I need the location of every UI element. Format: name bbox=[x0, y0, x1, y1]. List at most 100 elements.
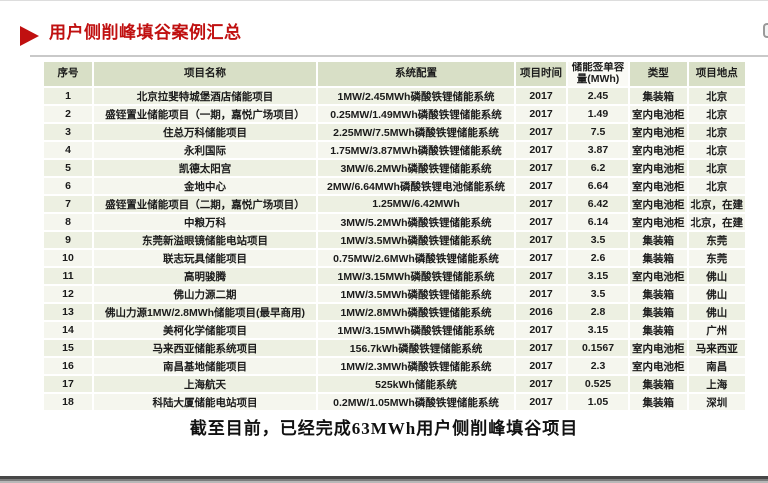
cell-type: 室内电池柜 bbox=[630, 340, 687, 356]
table-row: 17 上海航天 525kWh储能系统 2017 0.525 集装箱 上海 bbox=[44, 376, 745, 392]
cell-type: 集装箱 bbox=[630, 304, 687, 320]
page-title: 用户侧削峰填谷案例汇总 bbox=[49, 23, 242, 42]
cell-year: 2017 bbox=[516, 394, 566, 410]
cell-capacity: 1.49 bbox=[568, 106, 628, 122]
table-row: 8 中粮万科 3MW/5.2MWh磷酸铁锂储能系统 2017 6.14 室内电池柜 北京，在… bbox=[44, 214, 745, 230]
table-row: 9 东莞新溢眼镜储能电站项目 1MW/3.5MWh磷酸铁锂储能系统 2017 3.5 集装… bbox=[44, 232, 745, 248]
cell-year: 2017 bbox=[516, 196, 566, 212]
cell-config: 0.75MW/2.6MWh磷酸铁锂储能系统 bbox=[318, 250, 514, 266]
cell-type: 集装箱 bbox=[630, 394, 687, 410]
cell-name: 佛山力源1MW/2.8MWh储能项目(最早商用) bbox=[94, 304, 316, 320]
table-row: 15 马来西亚储能系统项目 156.7kWh磷酸铁锂储能系统 2017 0.1567 室内… bbox=[44, 340, 745, 356]
table-body: 1 北京拉斐特城堡酒店储能项目 1MW/2.45MWh磷酸铁锂储能系统 2017 2.4… bbox=[44, 88, 745, 410]
cell-capacity: 0.525 bbox=[568, 376, 628, 392]
cell-type: 室内电池柜 bbox=[630, 358, 687, 374]
cell-config: 1MW/3.5MWh磷酸铁锂储能系统 bbox=[318, 286, 514, 302]
cell-name: 科陆大厦储能电站项目 bbox=[94, 394, 316, 410]
table-row: 3 住总万科储能项目 2.25MW/7.5MWh磷酸铁锂储能系统 2017 7.5 室内电… bbox=[44, 124, 745, 140]
cell-type: 集装箱 bbox=[630, 232, 687, 248]
cell-no: 18 bbox=[44, 394, 92, 410]
cell-no: 4 bbox=[44, 142, 92, 158]
cell-config: 1.25MW/6.42MWh bbox=[318, 196, 514, 212]
cell-location: 东莞 bbox=[688, 250, 745, 266]
cell-year: 2017 bbox=[516, 124, 566, 140]
cell-config: 525kWh储能系统 bbox=[318, 376, 514, 392]
cell-config: 3MW/6.2MWh磷酸铁锂储能系统 bbox=[318, 160, 514, 176]
cell-no: 2 bbox=[44, 106, 92, 122]
cell-name: 马来西亚储能系统项目 bbox=[94, 340, 316, 356]
table-row: 18 科陆大厦储能电站项目 0.2MW/1.05MWh磷酸铁锂储能系统 2017 1.0… bbox=[44, 394, 745, 410]
summary-caption: 截至目前，已经完成63MWh用户侧削峰填谷项目 bbox=[189, 419, 579, 438]
cell-name: 佛山力源二期 bbox=[94, 286, 316, 302]
column-header-no: 序号 bbox=[44, 62, 92, 86]
cell-capacity: 0.1567 bbox=[568, 340, 628, 356]
cell-capacity: 3.87 bbox=[568, 142, 628, 158]
cell-no: 17 bbox=[44, 376, 92, 392]
cell-capacity: 3.15 bbox=[568, 322, 628, 338]
cell-type: 集装箱 bbox=[630, 88, 687, 104]
cell-location: 南昌 bbox=[688, 358, 745, 374]
cell-location: 北京 bbox=[688, 124, 745, 140]
cell-year: 2017 bbox=[516, 322, 566, 338]
cell-location: 北京 bbox=[688, 106, 745, 122]
cell-config: 1MW/3.15MWh磷酸铁锂储能系统 bbox=[318, 322, 514, 338]
cell-capacity: 7.5 bbox=[568, 124, 628, 140]
cell-name: 联志玩具储能项目 bbox=[94, 250, 316, 266]
cell-year: 2017 bbox=[516, 268, 566, 284]
cell-no: 3 bbox=[44, 124, 92, 140]
column-header-year: 项目时间 bbox=[516, 62, 566, 86]
cell-name: 盛铚置业储能项目（一期，嘉悦广场项目） bbox=[94, 106, 316, 122]
cell-config: 2MW/6.64MWh磷酸铁锂电池储能系统 bbox=[318, 178, 514, 194]
cell-no: 5 bbox=[44, 160, 92, 176]
cell-name: 盛铚置业储能项目（二期，嘉悦广场项目） bbox=[94, 196, 316, 212]
cell-type: 集装箱 bbox=[630, 322, 687, 338]
cell-capacity: 3.5 bbox=[568, 232, 628, 248]
cell-config: 3MW/5.2MWh磷酸铁锂储能系统 bbox=[318, 214, 514, 230]
cell-location: 北京 bbox=[688, 160, 745, 176]
table-row: 1 北京拉斐特城堡酒店储能项目 1MW/2.45MWh磷酸铁锂储能系统 2017 2.4… bbox=[44, 88, 745, 104]
edge-artifact bbox=[763, 23, 768, 38]
cell-name: 高明骏腾 bbox=[94, 268, 316, 284]
cell-name: 上海航天 bbox=[94, 376, 316, 392]
cell-location: 北京 bbox=[688, 178, 745, 194]
cell-config: 1.75MW/3.87MWh磷酸铁锂储能系统 bbox=[318, 142, 514, 158]
cell-location: 佛山 bbox=[688, 286, 745, 302]
cell-year: 2017 bbox=[516, 178, 566, 194]
cell-location: 上海 bbox=[688, 376, 745, 392]
cell-type: 集装箱 bbox=[630, 286, 687, 302]
cell-name: 东莞新溢眼镜储能电站项目 bbox=[94, 232, 316, 248]
cell-location: 北京，在建 bbox=[688, 196, 745, 212]
cell-location: 北京 bbox=[688, 88, 745, 104]
cell-type: 集装箱 bbox=[630, 376, 687, 392]
cell-no: 12 bbox=[44, 286, 92, 302]
cell-type: 室内电池柜 bbox=[630, 214, 687, 230]
cell-config: 0.2MW/1.05MWh磷酸铁锂储能系统 bbox=[318, 394, 514, 410]
cell-no: 7 bbox=[44, 196, 92, 212]
table-row: 13 佛山力源1MW/2.8MWh储能项目(最早商用) 1MW/2.8MWh磷酸铁锂… bbox=[44, 304, 745, 320]
table-header: 序号 项目名称 系统配置 项目时间 储能签单容量(MWh) 类型 项目地点 bbox=[44, 62, 745, 86]
cell-capacity: 2.8 bbox=[568, 304, 628, 320]
footer-bar-light bbox=[0, 481, 768, 483]
cell-location: 马来西亚 bbox=[688, 340, 745, 356]
cell-year: 2017 bbox=[516, 214, 566, 230]
cell-no: 13 bbox=[44, 304, 92, 320]
cell-type: 室内电池柜 bbox=[630, 268, 687, 284]
table-row: 14 美柯化学储能项目 1MW/3.15MWh磷酸铁锂储能系统 2017 3.15 集装箱… bbox=[44, 322, 745, 338]
cell-capacity: 6.42 bbox=[568, 196, 628, 212]
cell-type: 集装箱 bbox=[630, 250, 687, 266]
column-header-type: 类型 bbox=[630, 62, 687, 86]
cell-config: 156.7kWh磷酸铁锂储能系统 bbox=[318, 340, 514, 356]
cell-year: 2017 bbox=[516, 358, 566, 374]
cell-no: 8 bbox=[44, 214, 92, 230]
column-header-location: 项目地点 bbox=[688, 62, 745, 86]
cell-config: 1MW/2.3MWh磷酸铁锂储能系统 bbox=[318, 358, 514, 374]
cell-no: 10 bbox=[44, 250, 92, 266]
cell-name: 南昌基地储能项目 bbox=[94, 358, 316, 374]
cell-location: 广州 bbox=[688, 322, 745, 338]
cell-name: 永利国际 bbox=[94, 142, 316, 158]
cell-capacity: 6.2 bbox=[568, 160, 628, 176]
cell-config: 1MW/2.45MWh磷酸铁锂储能系统 bbox=[318, 88, 514, 104]
cell-location: 深圳 bbox=[688, 394, 745, 410]
footer-bar-dark bbox=[0, 476, 768, 479]
